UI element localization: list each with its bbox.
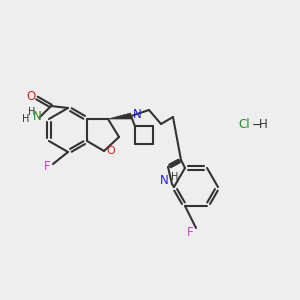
Text: N: N (133, 109, 141, 122)
Text: −: − (252, 118, 262, 131)
Text: O: O (26, 91, 36, 103)
Text: N: N (160, 175, 168, 188)
Text: H: H (22, 114, 30, 124)
Text: H: H (171, 172, 179, 182)
Text: O: O (106, 146, 116, 156)
Text: N: N (33, 110, 41, 124)
Text: H: H (28, 107, 36, 117)
Text: Cl: Cl (238, 118, 250, 131)
Text: H: H (259, 118, 268, 131)
Polygon shape (108, 113, 131, 119)
Text: F: F (187, 226, 193, 238)
Text: F: F (44, 160, 50, 173)
